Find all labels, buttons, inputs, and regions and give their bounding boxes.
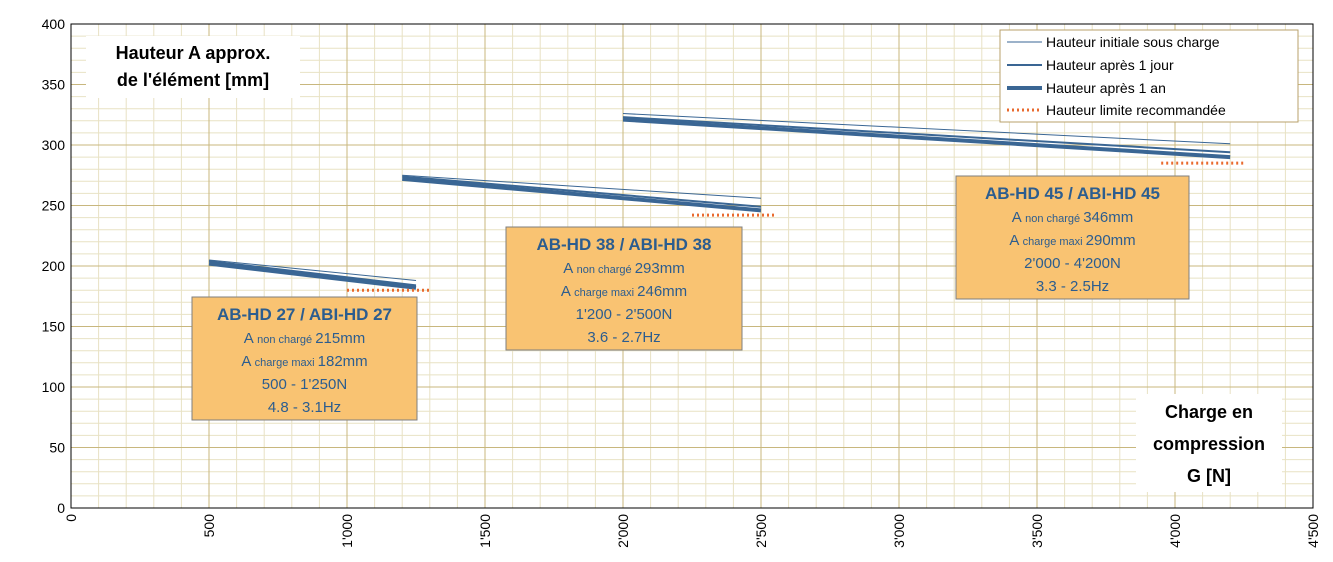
- series-line-thick-group-3: [622, 117, 1231, 160]
- x-axis-title-line-1: Charge en: [1165, 402, 1253, 422]
- x-axis-title: Charge en compression G [N]: [1136, 394, 1282, 492]
- series-line-thin-group-3: [622, 113, 1231, 145]
- plot-frame: [70, 23, 1314, 509]
- info-box-load-range: 1'200 - 2'500N: [576, 306, 673, 323]
- y-tick-label: 150: [42, 319, 66, 335]
- info-box-max-load: A charge maxi 290mm: [1009, 232, 1135, 249]
- series-line-thin-group-1: [208, 259, 417, 282]
- info-box-group-2: AB-HD 38 / ABI-HD 38 A non chargé 293mm A …: [505, 226, 743, 351]
- info-box-unloaded: A non chargé 346mm: [1012, 209, 1134, 226]
- info-box-group-3: AB-HD 45 / ABI-HD 45 A non chargé 346mm A …: [955, 175, 1190, 300]
- x-axis-title-line-3: G [N]: [1187, 466, 1231, 486]
- info-boxes: AB-HD 27 / ABI-HD 27 A non chargé 215mm A …: [191, 175, 1190, 421]
- info-box-background: [955, 175, 1190, 300]
- series-layer: [208, 113, 1244, 292]
- y-tick-label: 50: [49, 440, 65, 456]
- y-axis-title-line-1: Hauteur A approx.: [116, 43, 271, 63]
- x-axis-ticks: 0 500 1'000 1'500 2'000 2'500 3'000 3'500 4'000 4…: [63, 514, 1321, 548]
- info-box-title: AB-HD 45 / ABI-HD 45: [985, 184, 1160, 203]
- info-box-frequency: 4.8 - 3.1Hz: [268, 399, 341, 416]
- x-tick-label: 0: [63, 514, 79, 522]
- y-tick-label: 200: [42, 258, 66, 274]
- series-line-thick-group-2: [402, 176, 762, 213]
- y-tick-label: 300: [42, 137, 66, 153]
- series-line-thick-group-1: [208, 261, 417, 290]
- legend-label-initial: Hauteur initiale sous charge: [1046, 34, 1220, 50]
- info-box-background: [505, 226, 743, 351]
- series-line-medium-group-3: [622, 116, 1231, 154]
- legend: Hauteur initiale sous charge Hauteur apr…: [999, 29, 1299, 123]
- info-box-title: AB-HD 27 / ABI-HD 27: [217, 305, 392, 324]
- info-box-frequency: 3.6 - 2.7Hz: [587, 329, 660, 346]
- info-box-unloaded: A non chargé 293mm: [563, 260, 685, 277]
- series-line-medium-group-2: [402, 175, 762, 208]
- info-box-max-load: A charge maxi 246mm: [561, 283, 687, 300]
- y-axis-ticks: 0 50 100 150 200 250 300 350 400: [42, 16, 66, 516]
- x-axis-title-background: [1136, 394, 1282, 492]
- y-tick-label: 250: [42, 198, 66, 214]
- y-axis-title-background: [86, 36, 300, 98]
- legend-label-1-day: Hauteur après 1 jour: [1046, 57, 1174, 73]
- legend-label-limit: Hauteur limite recommandée: [1046, 102, 1226, 118]
- x-tick-label: 1'500: [477, 514, 493, 548]
- info-box-group-1: AB-HD 27 / ABI-HD 27 A non chargé 215mm A …: [191, 296, 418, 421]
- x-axis-title-line-2: compression: [1153, 434, 1265, 454]
- series-line-medium-group-1: [208, 260, 417, 287]
- x-tick-label: 1'000: [339, 514, 355, 548]
- x-tick-label: 500: [201, 514, 217, 538]
- x-tick-label: 3'500: [1029, 514, 1045, 548]
- info-box-background: [191, 296, 418, 421]
- info-box-load-range: 2'000 - 4'200N: [1024, 255, 1121, 272]
- info-box-title: AB-HD 38 / ABI-HD 38: [536, 235, 711, 254]
- legend-label-1-year: Hauteur après 1 an: [1046, 80, 1166, 96]
- info-box-frequency: 3.3 - 2.5Hz: [1036, 278, 1109, 295]
- y-tick-label: 400: [42, 16, 66, 32]
- series-line-thin-group-2: [402, 174, 762, 199]
- x-tick-label: 3'000: [891, 514, 907, 548]
- y-tick-label: 350: [42, 77, 66, 93]
- x-tick-label: 2'500: [753, 514, 769, 548]
- y-axis-title: Hauteur A approx. de l'élément [mm]: [86, 36, 300, 98]
- x-tick-label: 2'000: [615, 514, 631, 548]
- legend-box: [999, 29, 1299, 123]
- info-box-unloaded: A non chargé 215mm: [244, 330, 366, 347]
- info-box-max-load: A charge maxi 182mm: [241, 353, 367, 370]
- y-axis-title-line-2: de l'élément [mm]: [117, 70, 269, 90]
- y-tick-label: 100: [42, 379, 66, 395]
- x-tick-label: 4'500: [1305, 514, 1321, 548]
- info-box-load-range: 500 - 1'250N: [262, 376, 347, 393]
- x-tick-label: 4'000: [1167, 514, 1183, 548]
- y-tick-label: 0: [57, 500, 65, 516]
